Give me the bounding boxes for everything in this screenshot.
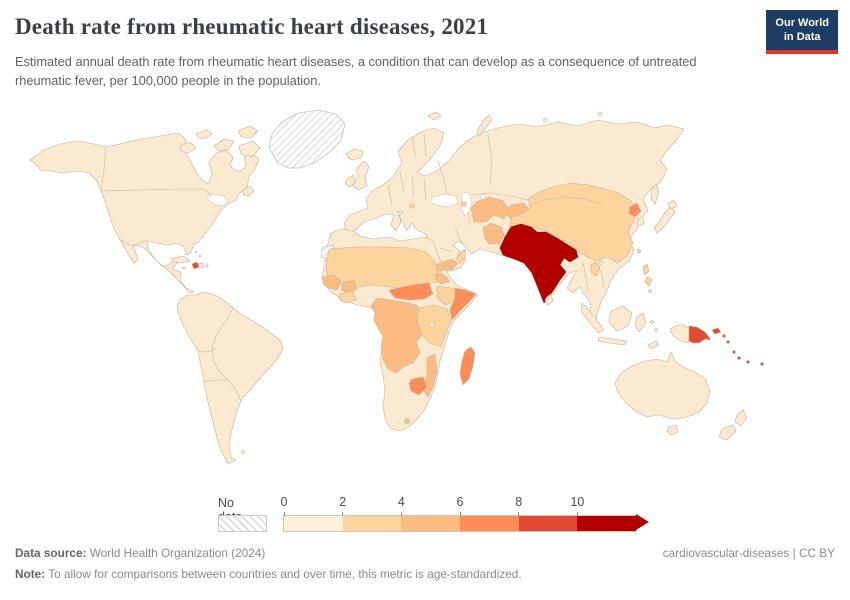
region-greenland[interactable] (268, 109, 346, 169)
region-south-korea[interactable] (636, 216, 645, 227)
us-mexico-border (118, 238, 148, 247)
note-label: Note: (15, 567, 46, 581)
russian-arctic-islands (427, 111, 603, 137)
europe-borders (387, 133, 605, 293)
region-senegal-guinea[interactable] (322, 274, 342, 291)
black-sea (430, 193, 459, 208)
legend-band[interactable]: 4 (398, 495, 461, 531)
region-hainan (598, 260, 604, 266)
region-central-africa[interactable] (370, 297, 428, 374)
legend-arrow (635, 514, 649, 530)
legend-band[interactable]: 8 (515, 495, 578, 531)
region-yemen[interactable] (435, 258, 458, 272)
owid-logo-line1: Our World (775, 17, 829, 29)
region-philippines[interactable] (642, 263, 653, 293)
region-somalia[interactable] (449, 287, 477, 321)
legend-tick-label: 2 (339, 495, 347, 509)
license-text[interactable]: cardiovascular-diseases | CC BY (662, 546, 835, 560)
data-source-label: Data source: (15, 546, 87, 560)
legend-tick-label: 4 (397, 495, 405, 509)
data-source-line: Data source: World Health Organization (… (15, 546, 265, 560)
region-sri-lanka[interactable] (544, 293, 554, 306)
region-oman[interactable] (454, 248, 467, 265)
region-madagascar[interactable] (459, 346, 476, 386)
region-west-papua[interactable] (669, 323, 690, 344)
region-north-america[interactable] (29, 132, 260, 294)
lake-victoria (429, 322, 435, 328)
region-haiti[interactable] (191, 261, 200, 270)
south-america-borders (197, 307, 242, 402)
region-new-zealand[interactable] (718, 409, 748, 441)
chart-subtitle: Estimated annual death rate from rheumat… (15, 54, 697, 88)
great-lakes (207, 193, 229, 207)
legend-no-data-swatch[interactable] (218, 515, 267, 532)
legend-tick-label: 0 (280, 495, 288, 509)
owid-logo-line2: in Data (783, 31, 821, 44)
region-central-asia[interactable] (470, 196, 510, 223)
legend-tick-label: 8 (515, 495, 523, 509)
region-central-african-republic[interactable] (388, 282, 434, 301)
region-laos[interactable] (590, 261, 601, 277)
region-south-america[interactable] (176, 291, 284, 465)
region-uk-ireland[interactable] (344, 160, 370, 191)
note-text: To allow for comparisons between countri… (45, 567, 522, 581)
data-source-text: World Health Organization (2024) (86, 546, 266, 560)
alaska-canada-border (100, 146, 107, 192)
region-taiwan[interactable] (636, 248, 642, 254)
region-iceland[interactable] (345, 148, 364, 161)
region-arctic-islands (179, 125, 261, 197)
region-sakhalin (650, 183, 660, 205)
region-balkans (409, 203, 415, 209)
legend-band[interactable]: 10 (570, 495, 637, 531)
region-afghanistan[interactable] (482, 222, 505, 245)
region-papua-new-guinea[interactable] (688, 325, 722, 344)
china-mongolia-border (527, 196, 603, 207)
region-caucasus (461, 201, 467, 207)
chart-footer: Data source: World Health Organization (… (15, 546, 835, 581)
region-lesotho[interactable] (404, 418, 410, 424)
legend-band[interactable]: 2 (339, 495, 402, 531)
region-india-pakistan-bangladesh[interactable] (499, 223, 579, 304)
legend-tick-label: 6 (456, 495, 464, 509)
falkland-islands (241, 450, 245, 454)
region-zimbabwe[interactable] (408, 376, 428, 396)
region-china-mongolia[interactable] (508, 182, 638, 264)
region-australia[interactable] (614, 351, 711, 436)
region-indonesia[interactable] (580, 302, 660, 350)
region-eritrea[interactable] (434, 272, 451, 285)
legend-band[interactable]: 6 (457, 495, 519, 531)
region-pacific-islands[interactable] (722, 334, 764, 366)
region-japan[interactable] (653, 199, 678, 234)
region-caribbean (170, 250, 209, 270)
legend-band[interactable]: 0 (281, 495, 343, 531)
region-ivory-coast[interactable] (338, 290, 357, 304)
legend-color-bar: 0 2 4 6 8 10 (281, 495, 638, 532)
legend-tick-label: 10 (570, 495, 585, 509)
region-north-korea[interactable] (628, 202, 642, 218)
page-title: Death rate from rheumatic heart diseases… (15, 14, 489, 39)
owid-logo[interactable]: Our World in Data (766, 10, 838, 54)
